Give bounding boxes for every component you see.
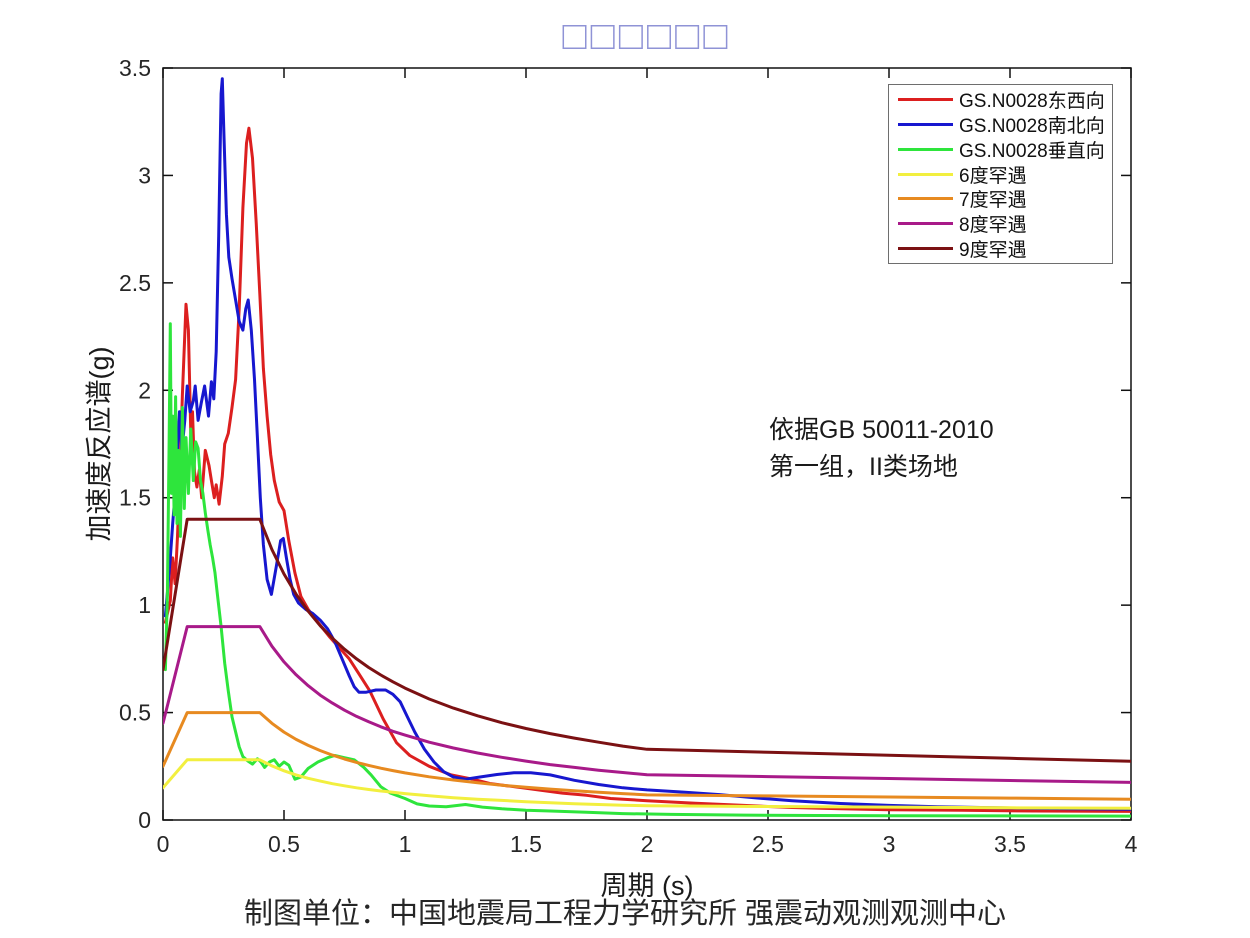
y-axis-label: 加速度反应谱(g) <box>84 346 115 542</box>
series-line-4 <box>163 711 1131 801</box>
legend-entry-label: GS.N0028东西向 <box>959 91 1105 113</box>
x-tick-label: 1 <box>399 831 412 857</box>
legend-entry-label: 6度罕遇 <box>959 165 1027 187</box>
legend-entry-label: 8度罕遇 <box>959 215 1027 236</box>
legend-entry-label: GS.N0028南北向 <box>959 116 1105 137</box>
y-tick-label: 3.5 <box>119 55 151 81</box>
series-line-1 <box>163 77 1131 811</box>
legend-entry-label: 7度罕遇 <box>959 190 1027 212</box>
x-tick-label: 3 <box>883 831 896 857</box>
series-line-0 <box>163 126 1131 813</box>
x-tick-label: 0.5 <box>268 831 300 857</box>
annotation-line1: 依据GB 50011-2010 <box>769 416 994 444</box>
y-tick-label: 0 <box>138 807 151 833</box>
x-tick-label: 2 <box>641 831 654 857</box>
caption: 制图单位：中国地震局工程力学研究所 强震动观测观测中心 <box>243 898 1007 930</box>
legend-entry: GS.N0028南北向 <box>889 113 1112 137</box>
chart-title: □□□□□□ <box>562 14 732 58</box>
code-annotation: 依据GB 50011-2010 第一组，II类场地 <box>769 412 994 486</box>
legend-entry-label: GS.N0028垂直向 <box>959 140 1105 162</box>
legend-entry: 9度罕遇 <box>889 236 1112 261</box>
x-tick-label: 0 <box>157 831 170 857</box>
x-tick-label: 4 <box>1125 831 1138 857</box>
legend-line-sample <box>898 98 953 102</box>
series-line-3 <box>163 758 1131 810</box>
y-tick-label: 1.5 <box>119 485 151 511</box>
y-tick-label: 2 <box>138 377 151 403</box>
legend-entry: 6度罕遇 <box>889 162 1112 187</box>
legend-line-sample <box>898 147 953 151</box>
legend-entry-label: 9度罕遇 <box>959 239 1027 261</box>
y-tick-label: 2.5 <box>119 270 151 296</box>
legend-line-sample <box>898 172 953 176</box>
legend-line-sample <box>898 222 953 225</box>
series-line-2 <box>163 322 1131 818</box>
legend-entry: GS.N0028东西向 <box>889 88 1112 112</box>
legend-entry: 8度罕遇 <box>889 212 1112 236</box>
legend-box: GS.N0028东西向 GS.N0028南北向 GS.N0028垂直向 6度罕遇 7度罕… <box>888 84 1113 264</box>
series-line-6 <box>163 517 1131 763</box>
annotation-line2: 第一组，II类场地 <box>769 453 958 481</box>
y-tick-label: 3 <box>138 162 151 188</box>
legend-line-sample <box>898 197 953 201</box>
legend-line-sample <box>898 246 953 250</box>
x-axis-label: 周期 (s) <box>600 871 694 901</box>
y-tick-label: 1 <box>138 592 151 618</box>
y-tick-label: 0.5 <box>119 700 151 726</box>
legend-entry: 7度罕遇 <box>889 187 1112 211</box>
legend-line-sample <box>898 123 953 126</box>
series-line-5 <box>163 625 1131 784</box>
legend-entry: GS.N0028垂直向 <box>889 137 1112 162</box>
x-tick-label: 2.5 <box>752 831 784 857</box>
x-tick-label: 1.5 <box>510 831 542 857</box>
x-tick-label: 3.5 <box>994 831 1026 857</box>
